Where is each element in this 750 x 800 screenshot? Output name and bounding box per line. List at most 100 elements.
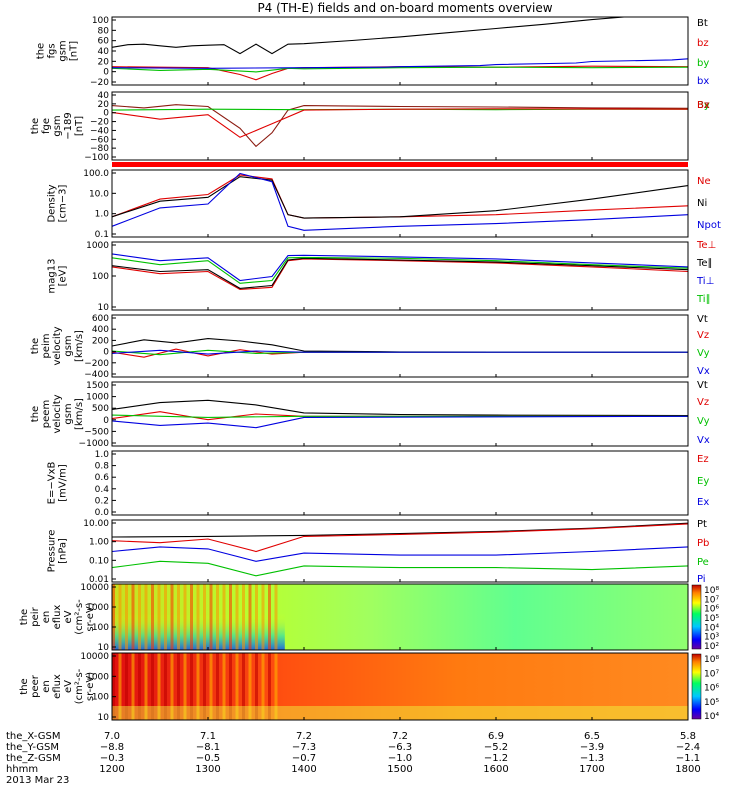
y-axis-label: peir (30, 606, 41, 626)
legend-ey: Ey (697, 476, 709, 487)
y-tick-label: 10.0 (89, 189, 109, 199)
legend-ni: Ni (697, 198, 707, 209)
y-axis-label: velocity (52, 394, 63, 433)
y-tick-label: −60 (90, 135, 109, 145)
y-axis-label: the (30, 338, 41, 354)
y-tick-label: −400 (84, 370, 109, 380)
spectrogram-stripe (118, 584, 122, 650)
panel-density: Ne Ni Npot 100.0 10.0 1.0 0.1 Density [cm−3] (47, 169, 721, 240)
panel-frame (111, 169, 689, 238)
y-tick-label: 0 (103, 416, 109, 426)
spectrogram-stripe (268, 584, 271, 650)
spectrogram-stripe (177, 584, 180, 650)
series-line-pb (111, 523, 689, 553)
x-row-label: hhmm (6, 764, 38, 775)
x-row-value: −0.7 (292, 753, 316, 764)
spectrogram-stripe (255, 653, 258, 720)
x-row-value: −8.8 (100, 742, 124, 753)
y-tick-label: 20 (98, 57, 110, 67)
colorbar-tick-label: 10³ (704, 633, 719, 643)
spectrogram-stripe (248, 584, 252, 650)
y-tick-label: 60 (98, 37, 110, 47)
spectrogram-stripe (125, 584, 128, 650)
spectrogram-stripe (112, 584, 115, 650)
spectrogram-stripe (229, 653, 232, 720)
y-axis-label: gsm (63, 335, 74, 356)
legend-bx: Bx (697, 100, 710, 111)
y-axis-label: eflux (52, 674, 63, 699)
y-tick-label: 1000 (86, 393, 109, 403)
series-line-bt (111, 16, 625, 55)
y-tick-label: 600 (92, 314, 109, 324)
y-axis-label: mag13 (47, 259, 58, 294)
spectrogram-stripe (157, 584, 161, 650)
y-tick-label: 0.01 (89, 575, 109, 585)
panel-efield: Ez Ey Ex 1.0 0.80.6 0.40.2 0.0 E=−VxB [mV/m] (47, 450, 710, 518)
y-axis-label: [cm−3] (58, 185, 69, 223)
y-axis-label: fgs (47, 43, 58, 58)
y-axis-label: sr-eV) (85, 602, 96, 631)
colorbar-peir (691, 584, 702, 650)
spectrogram-stripe (112, 653, 115, 720)
legend-vx: Vx (697, 366, 710, 377)
x-row-value: −2.4 (676, 742, 700, 753)
y-axis-label: gsm (63, 403, 74, 424)
spectrogram-stripe (144, 653, 148, 720)
y-tick-label: −100 (84, 153, 109, 163)
colorbar-tick-label: 10⁷ (704, 595, 719, 605)
y-axis-label: [nT] (69, 41, 80, 61)
panel-frame (111, 16, 689, 86)
spectrogram-stripe (242, 584, 245, 650)
y-tick-label: 0.0 (95, 508, 110, 518)
series-line-vx (111, 415, 689, 429)
x-row-value: 6.9 (488, 731, 504, 742)
y-axis-label: eV (63, 610, 74, 623)
y-axis-label: [km/s] (74, 398, 85, 430)
spectrogram-stripe (255, 584, 258, 650)
colorbar-tick-label: 10⁶ (704, 684, 719, 694)
spectrogram-stripe (118, 653, 122, 720)
spectrogram-stripe (151, 653, 154, 720)
date-label: 2013 Mar 23 (6, 775, 69, 786)
spectrogram-stripe (216, 653, 219, 720)
legend-vx: Vx (697, 435, 710, 446)
y-tick-label: 100.0 (83, 169, 109, 179)
series-line-ni (111, 176, 689, 219)
y-axis-label: Pressure (47, 530, 58, 573)
y-axis-label: fge (41, 118, 52, 134)
figure-title: P4 (TH-E) fields and on-board moments ov… (257, 1, 552, 15)
y-tick-label: 1000 (86, 603, 109, 613)
legend-by: by (697, 58, 709, 69)
y-axis-label: en (41, 611, 52, 624)
spectrogram-stripe (235, 584, 239, 650)
y-axis-label: −189 (63, 112, 74, 139)
spectrogram-stripe (131, 584, 135, 650)
x-row-label: the_Z-GSM (6, 753, 61, 764)
legend-pe: Pe (697, 557, 709, 568)
series-line-ti∥ (111, 256, 689, 284)
x-row-value: −1.0 (388, 753, 412, 764)
y-tick-label: 400 (92, 325, 109, 335)
x-row-value: 1600 (483, 764, 508, 775)
legend-by: By (697, 100, 710, 111)
y-tick-label: 40 (98, 91, 110, 101)
y-tick-label: 0.4 (95, 485, 110, 495)
spectrogram-stripe (222, 653, 226, 720)
x-row-value: 6.5 (584, 731, 600, 742)
y-axis-label: [eV] (58, 266, 69, 287)
panel-temp: Te⊥ Te∥ Ti⊥ Ti∥ 1000 100 10 mag13 [eV] (47, 240, 717, 313)
y-tick-label: 1500 (86, 381, 109, 391)
y-axis-label: [km/s] (74, 330, 85, 362)
x-row-value: 7.0 (104, 731, 120, 742)
y-tick-label: 10 (98, 303, 110, 313)
spectrogram-stripe (235, 653, 239, 720)
x-row-value: −5.2 (484, 742, 508, 753)
y-tick-label: 1000 (86, 241, 109, 251)
y-tick-label: 1.0 (95, 210, 110, 220)
y-tick-label: 1.0 (95, 450, 110, 460)
y-tick-label: 100 (92, 693, 109, 703)
spectrogram-stripe (170, 584, 174, 650)
